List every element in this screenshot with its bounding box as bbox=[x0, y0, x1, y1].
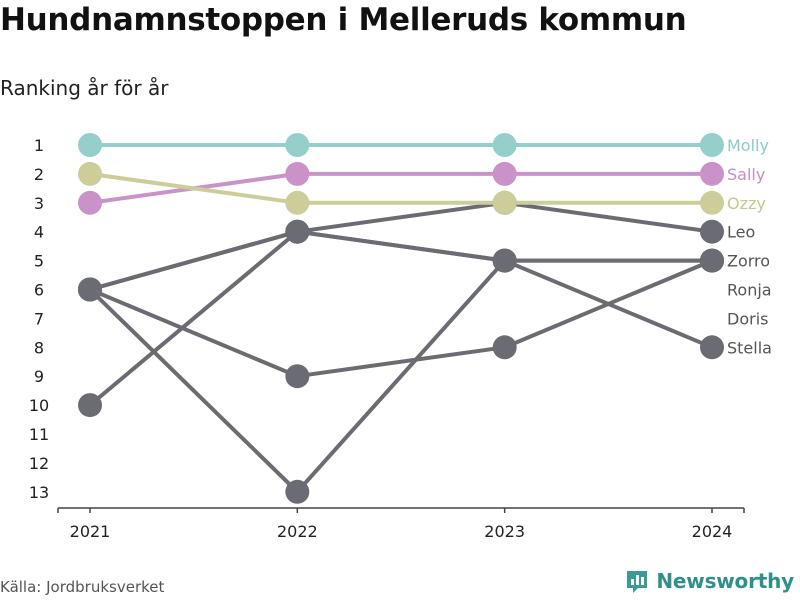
series-label-leo: Leo bbox=[727, 223, 755, 242]
x-tick-label: 2023 bbox=[484, 522, 525, 541]
data-point-sally-2021 bbox=[78, 190, 102, 215]
y-tick-label: 10 bbox=[29, 396, 49, 415]
x-axis: 2021 2022 2023 2024 bbox=[57, 507, 745, 541]
data-point-leo-2024 bbox=[700, 219, 724, 244]
data-point-leo-2021 bbox=[78, 393, 102, 418]
series-points bbox=[78, 133, 724, 504]
y-tick-label: 3 bbox=[34, 194, 44, 213]
series-lines bbox=[88, 143, 714, 494]
y-tick-label: 13 bbox=[29, 483, 49, 502]
data-point-stella-2021 bbox=[78, 277, 102, 302]
series-label-ozzy: Ozzy bbox=[727, 194, 766, 213]
data-point-ronja-2023 bbox=[492, 335, 517, 360]
series-line-ronja bbox=[88, 258, 714, 379]
y-tick-label: 4 bbox=[34, 223, 44, 242]
y-tick-label: 12 bbox=[29, 454, 49, 473]
data-point-sally-2022 bbox=[285, 161, 310, 186]
data-point-stella-2022 bbox=[285, 219, 310, 244]
x-tick-label: 2021 bbox=[70, 522, 111, 541]
brand-logo[interactable]: Newsworthy bbox=[624, 568, 794, 594]
y-tick-label: 2 bbox=[34, 165, 44, 184]
data-point-doris-2022 bbox=[285, 479, 310, 504]
data-point-ozzy-2024 bbox=[700, 190, 724, 215]
x-tick-label: 2022 bbox=[277, 522, 318, 541]
data-point-ozzy-2023 bbox=[492, 190, 517, 215]
y-tick-label: 5 bbox=[34, 252, 44, 271]
series-label-molly: Molly bbox=[727, 136, 769, 155]
series-label-sally: Sally bbox=[727, 165, 765, 184]
series-line-ozzy bbox=[88, 171, 714, 205]
series-line-leo bbox=[88, 200, 714, 408]
y-tick-label: 7 bbox=[34, 309, 44, 328]
series-label-zorro: Zorro bbox=[727, 252, 770, 271]
series-line-stella bbox=[88, 229, 714, 350]
series-line-doris bbox=[88, 258, 714, 494]
data-point-ronja-2022 bbox=[285, 364, 310, 389]
data-point-molly-2024 bbox=[700, 133, 724, 157]
data-point-sally-2023 bbox=[492, 161, 517, 186]
y-tick-label: 6 bbox=[34, 281, 44, 300]
data-point-ozzy-2021 bbox=[78, 161, 102, 186]
chart-title: Hundnamnstoppen i Melleruds kommun bbox=[0, 2, 687, 38]
data-point-stella-2024 bbox=[700, 335, 724, 360]
data-point-stella-2023 bbox=[492, 248, 517, 273]
data-point-molly-2021 bbox=[78, 133, 102, 157]
data-point-doris-2024 bbox=[700, 248, 724, 273]
y-tick-label: 9 bbox=[34, 367, 44, 386]
series-label-stella: Stella bbox=[727, 338, 772, 357]
data-point-molly-2022 bbox=[285, 133, 310, 157]
bar-chart-logo-icon bbox=[627, 571, 648, 593]
brand-name: Newsworthy bbox=[656, 569, 794, 593]
y-tick-label: 11 bbox=[29, 425, 49, 444]
chart-subtitle: Ranking år för år bbox=[0, 76, 169, 100]
x-tick-label: 2024 bbox=[692, 522, 733, 541]
series-label-ronja: Ronja bbox=[727, 281, 772, 300]
series-label-doris: Doris bbox=[727, 309, 768, 328]
series-labels: Molly Sally Ozzy Leo Zorro Ronja Doris Stella bbox=[727, 136, 772, 357]
y-tick-label: 1 bbox=[34, 136, 44, 155]
data-point-sally-2024 bbox=[700, 161, 724, 186]
data-point-molly-2023 bbox=[492, 133, 517, 157]
data-point-ozzy-2022 bbox=[285, 190, 310, 215]
source-note: Källa: Jordbruksverket bbox=[0, 578, 165, 596]
y-tick-label: 8 bbox=[34, 338, 44, 357]
